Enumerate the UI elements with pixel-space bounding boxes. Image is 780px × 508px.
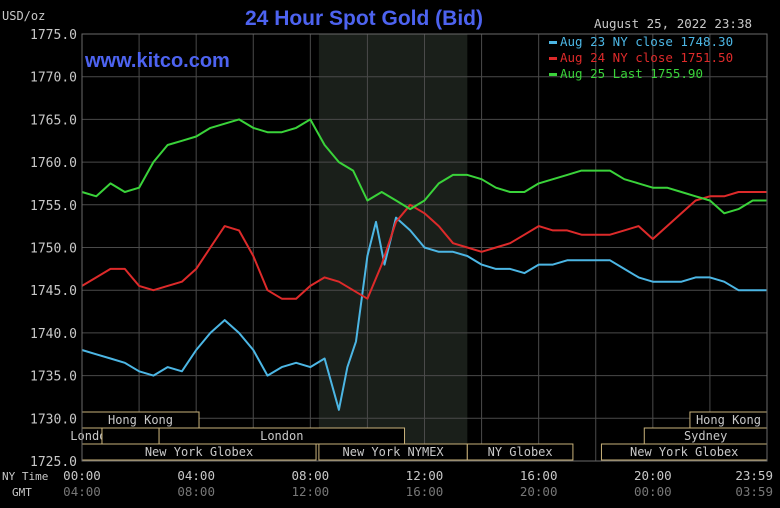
- market-session-label: New York Globex: [630, 445, 738, 459]
- x-tick-ny: 00:00: [63, 468, 101, 483]
- market-session-box: New York Globex: [600, 443, 768, 461]
- y-tick-label: 1730.0: [30, 412, 77, 427]
- x-tick-gmt: 08:00: [177, 484, 215, 499]
- y-tick-label: 1725.0: [30, 455, 77, 470]
- x-tick-ny: 12:00: [406, 468, 444, 483]
- series-line: [81, 191, 767, 300]
- legend-entry: Aug 24 NY close 1751.50: [560, 50, 733, 65]
- y-tick-label: 1760.0: [30, 156, 77, 171]
- market-session-label: Sydney: [684, 429, 727, 443]
- x-tick-gmt: 04:00: [63, 484, 101, 499]
- ny-time-label: NY Time: [2, 470, 48, 483]
- market-session-box: New York NYMEX: [318, 443, 468, 461]
- x-tick-ny: 08:00: [292, 468, 330, 483]
- legend-entry: Aug 23 NY close 1748.30: [560, 34, 733, 49]
- market-session-label: Hong Kong: [108, 413, 173, 427]
- series-line: [81, 118, 767, 215]
- market-session-label: NY Globex: [488, 445, 553, 459]
- price-series: [81, 118, 767, 411]
- legend-swatch: [549, 73, 557, 76]
- plot-frame: [81, 33, 768, 462]
- market-session-box: New York Globex: [81, 443, 317, 461]
- y-tick-label: 1740.0: [30, 327, 77, 342]
- x-tick-gmt: 20:00: [520, 484, 558, 499]
- market-session-label: New York NYMEX: [343, 445, 445, 459]
- market-session-box: Hong Kong: [81, 411, 200, 429]
- legend-entry: Aug 25 Last 1755.90: [560, 66, 703, 81]
- y-tick-label: 1770.0: [30, 71, 77, 86]
- x-tick-ny: 16:00: [520, 468, 558, 483]
- market-session-box: [101, 427, 160, 445]
- market-session-frame: [101, 427, 160, 445]
- market-session-label: Hong Kong: [696, 413, 761, 427]
- legend-swatch: [549, 57, 557, 60]
- x-tick-gmt: 16:00: [406, 484, 444, 499]
- x-tick-ny: 23:59: [735, 468, 773, 483]
- market-session-box: Sydney: [643, 427, 768, 445]
- timestamp: August 25, 2022 23:38: [594, 16, 752, 31]
- market-session-frame: [466, 443, 574, 461]
- y-tick-label: 1750.0: [30, 242, 77, 257]
- x-tick-ny: 04:00: [177, 468, 215, 483]
- y-unit-label: USD/oz: [2, 9, 45, 23]
- market-session-label: New York Globex: [145, 445, 253, 459]
- market-session-box: London: [158, 427, 406, 445]
- x-tick-gmt: 00:00: [634, 484, 672, 499]
- y-tick-label: 1745.0: [30, 284, 77, 299]
- market-session-box: NY Globex: [466, 443, 574, 461]
- watermark-link[interactable]: www.kitco.com: [84, 50, 230, 72]
- y-tick-label: 1765.0: [30, 113, 77, 128]
- gmt-label: GMT: [12, 486, 32, 499]
- y-tick-label: 1755.0: [30, 199, 77, 214]
- market-session-box: Hong Kong: [689, 411, 768, 429]
- y-tick-label: 1735.0: [30, 370, 77, 385]
- x-tick-gmt: 03:59: [735, 484, 773, 499]
- x-tick-gmt: 12:00: [292, 484, 330, 499]
- x-tick-ny: 20:00: [634, 468, 672, 483]
- chart-title: 24 Hour Spot Gold (Bid): [245, 7, 483, 30]
- legend-swatch: [549, 41, 557, 44]
- series-line: [81, 216, 767, 411]
- x-axis-ticks: 00:0004:0004:0008:0008:0012:0012:0016:00…: [63, 468, 773, 499]
- market-session-label: London: [260, 429, 303, 443]
- y-axis-ticks: 1775.0 1770.0 1765.0 1760.0 1755.0 1750.0 1745…: [30, 28, 77, 470]
- y-tick-label: 1775.0: [30, 28, 77, 43]
